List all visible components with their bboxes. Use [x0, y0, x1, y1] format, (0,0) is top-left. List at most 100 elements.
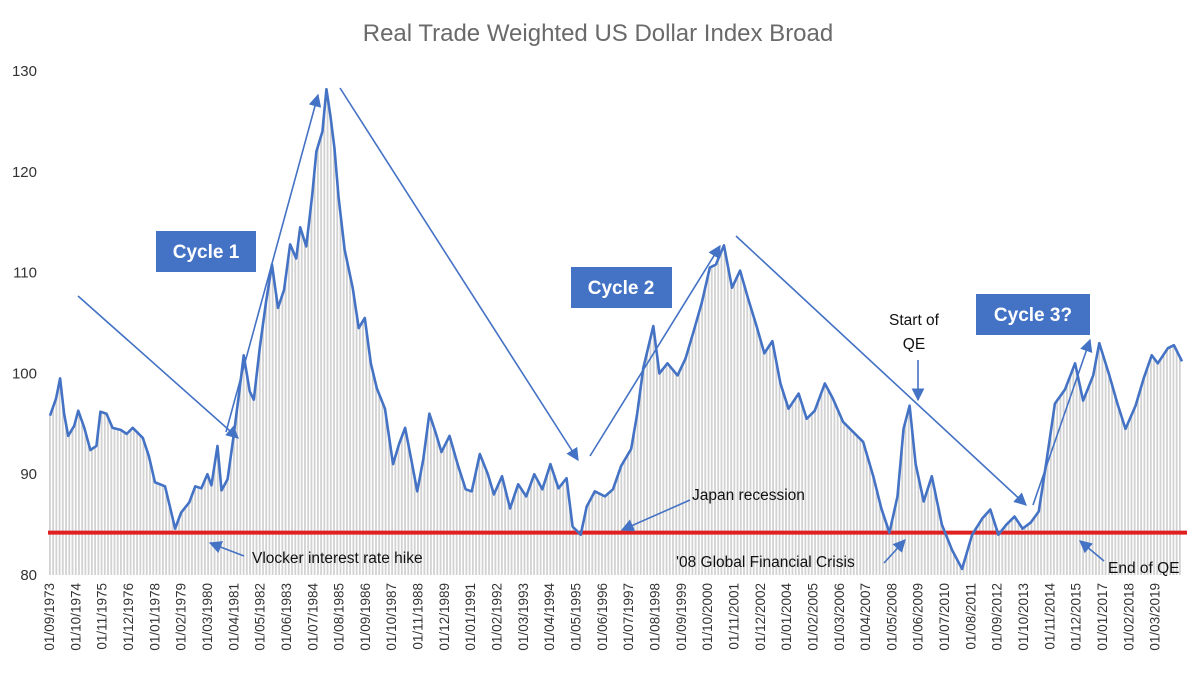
x-tick-label: 01/02/1979	[174, 583, 189, 651]
arrow-to-1981-low	[77, 295, 239, 439]
bar	[220, 485, 222, 575]
bar	[265, 300, 268, 575]
bar	[791, 402, 794, 575]
start-of-qe-label-line1: Start of	[889, 312, 940, 329]
bar	[287, 253, 290, 575]
bar	[304, 242, 306, 575]
bar	[284, 277, 287, 575]
y-tick-label: 80	[20, 567, 37, 584]
bar	[352, 293, 355, 575]
bar	[187, 502, 190, 575]
bar	[413, 478, 416, 575]
bar	[126, 433, 129, 575]
bar	[162, 485, 164, 575]
bar	[387, 436, 390, 575]
bar	[956, 559, 959, 575]
bar	[107, 417, 109, 575]
bar	[194, 486, 197, 575]
y-tick-label: 130	[12, 63, 37, 80]
x-tick-label: 01/08/1985	[332, 583, 347, 651]
bar	[646, 351, 649, 575]
bar	[965, 552, 968, 575]
bar	[923, 497, 926, 575]
cycle-3-box: Cycle 3?	[976, 294, 1090, 335]
bar	[400, 436, 403, 575]
bar	[739, 273, 742, 575]
bar	[1095, 360, 1097, 575]
bar	[975, 527, 978, 575]
y-tick-label: 110	[13, 265, 37, 282]
bar	[768, 344, 771, 575]
bar	[362, 320, 364, 575]
bar	[1036, 512, 1039, 575]
bar	[685, 356, 687, 575]
bar	[291, 249, 293, 575]
bar	[911, 429, 913, 575]
bar	[262, 323, 264, 575]
bar	[643, 364, 645, 575]
bar	[952, 553, 955, 575]
bar	[723, 249, 726, 575]
bar	[936, 505, 939, 575]
bar	[481, 461, 484, 575]
bar	[139, 435, 142, 575]
cycle-3-box-bg	[976, 294, 1090, 335]
bar	[778, 379, 781, 575]
bar	[1065, 384, 1068, 575]
bar	[384, 414, 387, 575]
bar	[1027, 524, 1030, 575]
bar	[878, 502, 881, 575]
bar	[678, 371, 681, 575]
bar	[49, 415, 51, 575]
bar	[452, 450, 455, 575]
bar	[174, 526, 177, 575]
bar	[969, 541, 971, 575]
arrow-cycle2-rise	[589, 244, 721, 457]
gfc-label: '08 Global Financial Crisis	[676, 554, 855, 571]
bar	[1133, 407, 1136, 575]
cycle-1-label: Cycle 1	[173, 242, 240, 263]
x-tick-label: 01/12/2002	[753, 583, 768, 651]
bar	[820, 392, 823, 575]
x-tick-label: 01/03/2006	[832, 583, 847, 651]
bar	[1040, 495, 1042, 575]
bar	[662, 368, 665, 575]
bar	[762, 350, 765, 575]
bar	[675, 373, 678, 575]
bar	[539, 486, 542, 575]
bar	[856, 435, 858, 575]
bar	[623, 459, 626, 575]
x-tick-label: 01/07/1997	[621, 583, 636, 651]
bar	[998, 533, 1000, 575]
bar	[339, 214, 342, 575]
bar	[1001, 529, 1004, 575]
bar	[898, 478, 900, 575]
bar	[1024, 526, 1026, 575]
bar	[552, 473, 555, 575]
bar	[207, 476, 209, 575]
arrow-volcker	[208, 541, 245, 557]
bar	[475, 470, 477, 575]
x-tick-label: 01/11/1988	[411, 583, 426, 650]
bar	[1146, 366, 1149, 575]
bar	[90, 448, 93, 575]
bar	[410, 461, 413, 575]
x-tick-label: 01/05/2008	[884, 583, 899, 651]
bar	[1120, 417, 1123, 575]
bar	[439, 449, 442, 575]
bar	[87, 444, 90, 575]
bar	[449, 438, 452, 575]
bar	[730, 283, 733, 575]
bar	[1033, 517, 1036, 575]
bar	[229, 456, 232, 575]
bar	[626, 454, 629, 575]
bar	[620, 465, 623, 575]
bar	[613, 483, 616, 575]
bar	[759, 339, 762, 575]
bar	[252, 398, 255, 575]
y-tick-label: 90	[20, 466, 37, 483]
bar	[859, 439, 862, 575]
bar	[972, 532, 975, 575]
x-tick-label: 01/09/2012	[990, 583, 1005, 651]
bar	[310, 200, 313, 575]
